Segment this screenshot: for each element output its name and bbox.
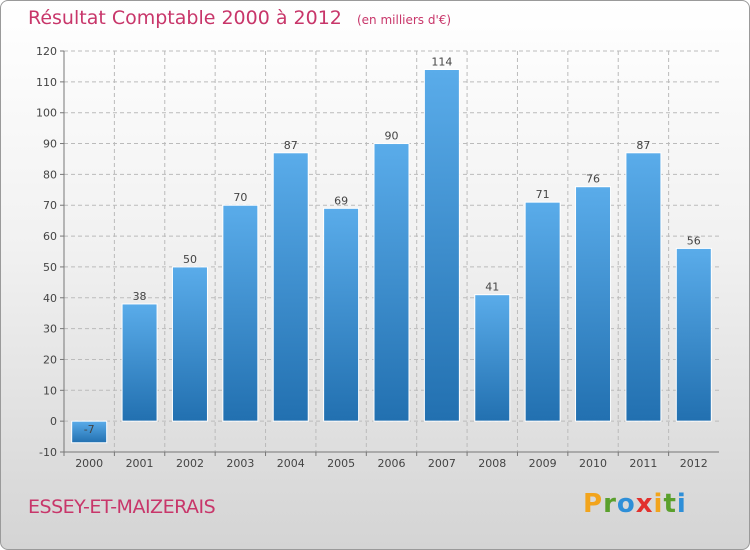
data-label: 38 [133,290,147,303]
y-tick-label: 70 [43,199,57,212]
y-tick-label: 120 [36,45,57,58]
y-tick-label: 30 [43,323,57,336]
x-tick-label: 2001 [126,457,154,470]
bar [323,207,360,422]
logo-letter: P [583,489,604,519]
proxiti-logo: Proxiti [583,489,687,519]
data-label: 114 [431,56,452,69]
x-tick-label: 2002 [176,457,204,470]
bar [575,186,612,422]
y-tick-label: 60 [43,230,57,243]
labels: -7 38 50 70 87 69 90 114 41 71 76 87 56 [84,56,701,437]
x-tick-label: 2005 [327,457,355,470]
x-tick-label: 2004 [277,457,305,470]
data-label: 87 [636,139,650,152]
x-tick-label: 2012 [680,457,708,470]
bar [625,152,662,422]
bar [222,204,259,422]
x-tick-label: 2006 [378,457,406,470]
data-label: 87 [284,139,298,152]
x-tick-label: 2011 [629,457,657,470]
x-tick-label: 2008 [478,457,506,470]
data-label: 71 [536,188,550,201]
data-label: 56 [687,234,701,247]
y-tick-label: -10 [39,446,57,459]
data-label: -7 [84,423,95,436]
y-tick-label: 40 [43,292,57,305]
bars [71,69,712,444]
data-label: 76 [586,173,600,186]
y-tick-label: 100 [36,107,57,120]
logo-letter: o [616,489,636,519]
logo-letter: i [653,489,664,519]
chart-title: Résultat Comptable 2000 à 2012 [28,7,342,29]
data-label: 69 [334,194,348,207]
y-tick-label: 0 [50,415,57,428]
data-label: 50 [183,253,197,266]
y-tick-label: 110 [36,76,57,89]
y-tick-label: 20 [43,353,57,366]
gridlines [64,50,719,452]
logo-letter: x [635,489,654,519]
bar [675,247,712,422]
x-tick-label: 2000 [75,457,103,470]
bar [121,303,158,422]
logo-letter: r [603,489,617,519]
city-name: ESSEY-ET-MAIZERAIS [28,496,216,518]
y-tick-label: 10 [43,384,57,397]
x-tick-label: 2003 [226,457,254,470]
logo-letter: t [663,489,677,519]
bar [71,420,108,444]
bar [423,69,460,422]
bar [524,201,561,422]
data-label: 90 [385,130,399,143]
bar [474,294,511,422]
y-tick-label: 80 [43,168,57,181]
x-tick-label: 2007 [428,457,456,470]
data-label: 41 [485,281,499,294]
bar [373,143,410,422]
y-tick-label: 90 [43,138,57,151]
x-tick-label: 2009 [529,457,557,470]
logo-letter: i [676,489,687,519]
title-row: Résultat Comptable 2000 à 2012 (en milli… [28,7,451,29]
x-tick-label: 2010 [579,457,607,470]
chart-unit: (en milliers d'€) [356,13,452,27]
bar [272,152,309,422]
bar [171,266,208,422]
y-tick-label: 50 [43,261,57,274]
axes: -10 0 10 20 30 40 50 60 70 80 90 100 110 120 2000 2001 2… [36,45,719,470]
data-label: 70 [233,191,247,204]
